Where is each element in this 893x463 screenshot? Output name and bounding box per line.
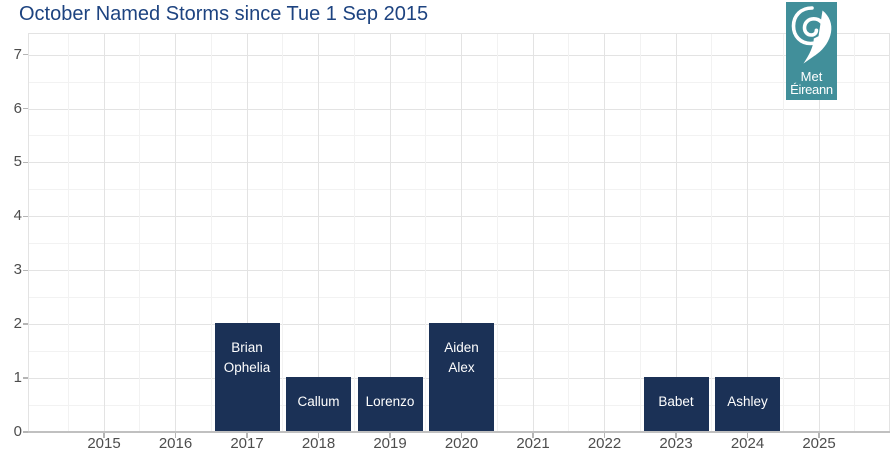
y-tick-2	[23, 323, 28, 325]
gridline-minor-h	[28, 135, 890, 137]
x-tick-2025	[818, 433, 820, 438]
gridline-minor-v	[425, 33, 427, 432]
gridline-minor-h	[28, 189, 890, 191]
bar-2023: Babet	[643, 377, 709, 432]
gridline-major-v	[675, 33, 677, 432]
x-tick-2021	[532, 433, 534, 438]
y-tick-4	[23, 215, 28, 218]
x-axis-label-2015: 2015	[87, 435, 121, 452]
x-axis-label-2016: 2016	[158, 435, 193, 452]
x-axis-label-2024: 2024	[730, 435, 765, 452]
gridline-major-v	[461, 33, 462, 432]
panel-border-right	[889, 33, 890, 432]
chart-title: October Named Storms since Tue 1 Sep 201…	[19, 3, 429, 25]
gridline-minor-v	[139, 33, 141, 432]
y-axis-label-4: 4	[13, 207, 22, 225]
y-tick-3	[23, 269, 28, 271]
bar-label: Alex	[448, 360, 475, 376]
gridline-major-h	[28, 162, 890, 164]
plot-area: Brian Ophelia Callum Lorenzo Aiden Alex Babet A…	[28, 33, 890, 432]
gridline-major-v	[318, 33, 319, 432]
logo-eireann-label: Éireann	[790, 82, 833, 97]
gridline-minor-v	[353, 33, 355, 432]
gridline-minor-v	[854, 33, 856, 432]
gridline-minor-v	[210, 33, 212, 432]
bar-2019: Lorenzo	[357, 377, 423, 432]
y-tick-7	[23, 53, 28, 56]
x-axis-label-2017: 2017	[230, 435, 264, 452]
x-tick-2017	[246, 433, 248, 438]
x-axis-label-2021: 2021	[516, 435, 550, 452]
logo-met-label: Met	[800, 69, 823, 84]
y-tick-0	[23, 431, 28, 433]
gridline-major-v	[103, 33, 105, 432]
x-axis-label-2018: 2018	[301, 435, 336, 452]
panel-border-top	[28, 33, 890, 34]
x-tick-2019	[389, 433, 391, 438]
y-axis-label-5: 5	[13, 153, 22, 171]
panel-border-left	[28, 33, 29, 432]
x-tick-2020	[460, 433, 463, 438]
x-axis-line	[28, 431, 890, 433]
gridline-minor-v	[67, 33, 69, 432]
bar-label: Lorenzo	[365, 394, 415, 410]
gridline-minor-v	[711, 33, 713, 432]
gridline-major-v	[175, 33, 176, 432]
gridline-major-v	[818, 33, 820, 432]
x-tick-2018	[317, 433, 320, 438]
bar-label: Babet	[658, 394, 694, 410]
bar-label: Ashley	[727, 394, 768, 410]
gridline-minor-v	[496, 33, 498, 432]
y-axis-label-2: 2	[13, 315, 22, 333]
gridline-major-v	[532, 33, 534, 432]
x-tick-2015	[103, 433, 105, 438]
gridline-minor-v	[282, 33, 284, 432]
gridline-major-v	[604, 33, 605, 432]
x-tick-2023	[675, 433, 677, 438]
gridline-major-v	[246, 33, 248, 432]
x-tick-2016	[174, 433, 177, 438]
gridline-minor-v	[568, 33, 570, 432]
gridline-major-v	[747, 33, 748, 432]
met-eireann-logo: Met Éireann	[786, 2, 837, 100]
y-tick-1	[23, 377, 28, 379]
gridline-minor-v	[639, 33, 641, 432]
y-axis-label-7: 7	[13, 45, 22, 63]
storm-swirl-icon	[791, 6, 831, 64]
y-tick-6	[23, 107, 28, 110]
bar-2020: Aiden Alex	[429, 323, 494, 432]
y-axis-label-3: 3	[13, 261, 22, 279]
y-tick-5	[23, 161, 28, 164]
x-axis-label-2020: 2020	[444, 435, 479, 452]
gridline-minor-h	[28, 297, 890, 299]
y-axis-label-0: 0	[13, 423, 22, 440]
bar-label: Ophelia	[223, 360, 271, 376]
bar-2024: Ashley	[715, 377, 780, 432]
y-axis-label-6: 6	[13, 99, 22, 117]
x-axis-label-2022: 2022	[587, 435, 622, 452]
bar-label: Callum	[297, 394, 340, 410]
y-axis-label-1: 1	[13, 369, 22, 387]
bar-2017: Brian Ophelia	[214, 323, 280, 432]
bar-label: Brian	[231, 340, 263, 356]
gridline-major-h	[28, 270, 890, 272]
x-tick-2022	[603, 433, 606, 438]
x-axis-label-2025: 2025	[802, 435, 836, 452]
gridline-major-h	[28, 54, 890, 56]
gridline-major-h	[28, 216, 890, 218]
bar-2018: Callum	[286, 377, 351, 432]
gridline-minor-h	[28, 243, 890, 245]
x-axis-label-2023: 2023	[659, 435, 693, 452]
bar-label: Aiden	[444, 340, 479, 356]
x-tick-2024	[746, 433, 749, 438]
gridline-major-v	[389, 33, 391, 432]
gridline-minor-h	[28, 81, 890, 83]
logo-text: Met Éireann	[786, 70, 837, 97]
gridline-minor-v	[782, 33, 784, 432]
gridline-major-h	[28, 108, 890, 110]
x-axis-label-2019: 2019	[373, 435, 407, 452]
